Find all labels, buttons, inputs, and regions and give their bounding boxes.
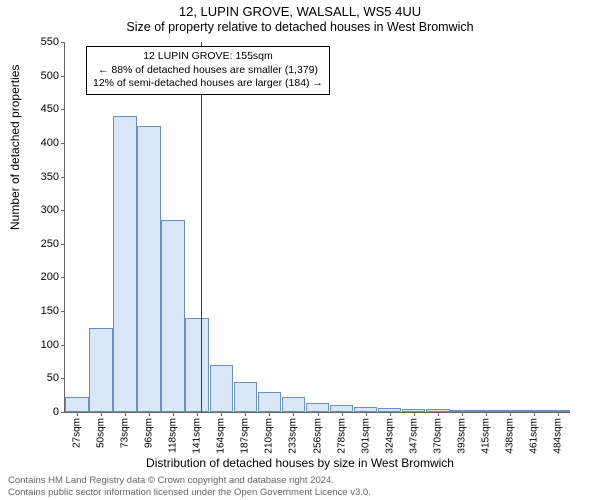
- footer-attribution: Contains HM Land Registry data © Crown c…: [8, 475, 371, 498]
- y-tick-mark: [61, 244, 65, 245]
- histogram-bar: [282, 397, 306, 412]
- x-axis-label: Distribution of detached houses by size …: [0, 456, 600, 470]
- x-tick-mark: [342, 412, 343, 416]
- x-tick-label: 370sqm: [432, 418, 443, 454]
- x-tick-label: 187sqm: [240, 418, 251, 454]
- x-tick-label: 347sqm: [408, 418, 419, 454]
- y-tick-mark: [61, 378, 65, 379]
- x-tick-label: 164sqm: [216, 418, 227, 454]
- x-tick-mark: [197, 412, 198, 416]
- title-sub: Size of property relative to detached ho…: [0, 19, 600, 34]
- x-tick-mark: [269, 412, 270, 416]
- x-tick-mark: [293, 412, 294, 416]
- histogram-bar: [330, 405, 354, 412]
- histogram-bar: [258, 392, 282, 412]
- y-tick-mark: [61, 143, 65, 144]
- x-tick-mark: [101, 412, 102, 416]
- x-tick-mark: [125, 412, 126, 416]
- footer-line-2: Contains public sector information licen…: [8, 487, 371, 498]
- x-tick-mark: [558, 412, 559, 416]
- x-tick-mark: [366, 412, 367, 416]
- y-tick-mark: [61, 177, 65, 178]
- x-tick-mark: [510, 412, 511, 416]
- x-tick-mark: [77, 412, 78, 416]
- y-tick-mark: [61, 42, 65, 43]
- x-tick-mark: [318, 412, 319, 416]
- x-tick-mark: [221, 412, 222, 416]
- x-tick-label: 415sqm: [480, 418, 491, 454]
- x-tick-label: 73sqm: [120, 418, 131, 448]
- x-tick-mark: [149, 412, 150, 416]
- x-tick-mark: [390, 412, 391, 416]
- x-tick-label: 118sqm: [168, 418, 179, 453]
- x-tick-label: 233sqm: [288, 418, 299, 454]
- x-tick-label: 210sqm: [264, 418, 275, 454]
- x-tick-label: 27sqm: [72, 418, 83, 448]
- reference-line: [201, 42, 202, 412]
- histogram-bar: [306, 403, 330, 412]
- annotation-box: 12 LUPIN GROVE: 155sqm← 88% of detached …: [86, 46, 330, 95]
- x-tick-mark: [414, 412, 415, 416]
- title-main: 12, LUPIN GROVE, WALSALL, WS5 4UU: [0, 0, 600, 19]
- annotation-line: 12% of semi-detached houses are larger (…: [93, 77, 323, 91]
- y-axis-label: Number of detached properties: [8, 65, 22, 230]
- x-tick-label: 324sqm: [384, 418, 395, 454]
- y-tick-mark: [61, 345, 65, 346]
- histogram-bar: [185, 318, 209, 412]
- x-tick-label: 393sqm: [456, 418, 467, 454]
- y-tick-mark: [61, 76, 65, 77]
- histogram-bar: [113, 116, 137, 412]
- y-tick-mark: [61, 277, 65, 278]
- x-tick-label: 50sqm: [96, 418, 107, 448]
- chart-plot-area: 05010015020025030035040045050055027sqm50…: [64, 42, 570, 413]
- histogram-bar: [234, 382, 258, 412]
- x-tick-label: 256sqm: [312, 418, 323, 454]
- x-tick-mark: [534, 412, 535, 416]
- x-tick-mark: [173, 412, 174, 416]
- histogram-bar: [65, 397, 89, 412]
- y-tick-mark: [61, 311, 65, 312]
- histogram-bar: [137, 126, 161, 412]
- x-tick-mark: [438, 412, 439, 416]
- chart-container: 12, LUPIN GROVE, WALSALL, WS5 4UU Size o…: [0, 0, 600, 500]
- y-tick-mark: [61, 109, 65, 110]
- y-tick-mark: [61, 210, 65, 211]
- x-tick-label: 96sqm: [144, 418, 155, 448]
- histogram-bar: [161, 220, 185, 412]
- x-tick-label: 438sqm: [504, 418, 515, 454]
- footer-line-1: Contains HM Land Registry data © Crown c…: [8, 475, 371, 486]
- y-tick-mark: [61, 412, 65, 413]
- x-tick-label: 461sqm: [528, 418, 539, 454]
- histogram-bar: [210, 365, 234, 412]
- x-tick-label: 278sqm: [336, 418, 347, 454]
- annotation-line: ← 88% of detached houses are smaller (1,…: [93, 64, 323, 78]
- annotation-line: 12 LUPIN GROVE: 155sqm: [93, 50, 323, 64]
- x-tick-label: 484sqm: [552, 418, 563, 454]
- x-tick-mark: [245, 412, 246, 416]
- x-tick-mark: [486, 412, 487, 416]
- x-tick-label: 141sqm: [192, 418, 203, 454]
- x-tick-label: 301sqm: [360, 418, 371, 454]
- x-tick-mark: [462, 412, 463, 416]
- histogram-bar: [89, 328, 113, 412]
